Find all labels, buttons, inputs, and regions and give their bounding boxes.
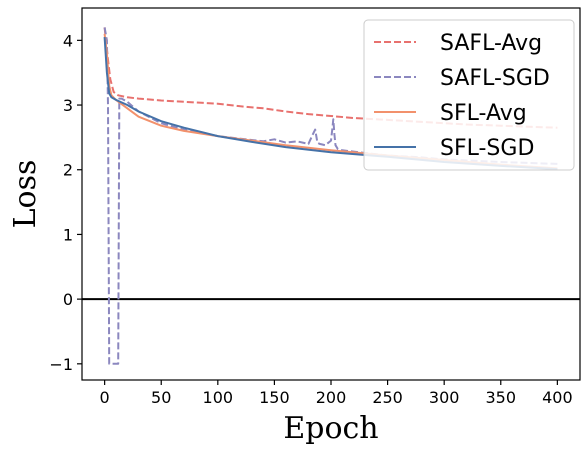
y-tick-label: 1 [63,225,73,244]
legend-box [363,19,575,171]
x-tick-label: 0 [100,388,110,407]
legend: SAFL-Avg SAFL-SGD SFL-Avg SFL-SGD [363,19,575,171]
series-line-safl-sgd [103,27,558,365]
x-tick-label: 100 [203,388,234,407]
legend-label-sfl-sgd: SFL-SGD [440,136,534,161]
legend-label-sfl-avg: SFL-Avg [440,101,527,126]
x-tick-label: 300 [429,388,460,407]
x-tick-label: 350 [485,388,516,407]
x-tick-label: 400 [542,388,573,407]
legend-label-safl-avg: SAFL-Avg [440,31,542,56]
legend-label-safl-sgd: SAFL-SGD [440,66,550,91]
axes: 0 50 100 150 200 250 300 350 400 −1 0 1 2 3 4 [49,7,581,407]
y-tick-label: 2 [63,161,73,180]
x-tick-label: 150 [259,388,290,407]
x-tick-label: 50 [151,388,171,407]
y-tick-label: 4 [63,31,73,50]
x-tick-label: 250 [372,388,403,407]
x-tick-label: 200 [316,388,347,407]
y-tick-label: −1 [49,355,73,374]
x-axis-label: Epoch [283,411,378,446]
y-axis-label: Loss [8,160,43,229]
y-tick-label: 0 [63,290,73,309]
y-tick-label: 3 [63,96,73,115]
